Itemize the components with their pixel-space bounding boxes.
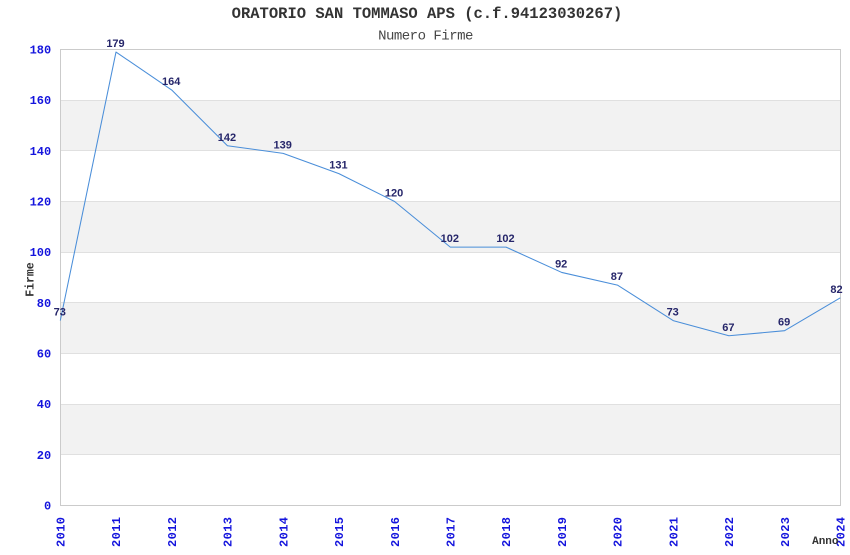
svg-text:Numero Firme: Numero Firme xyxy=(378,29,473,45)
svg-text:2021: 2021 xyxy=(667,517,681,547)
svg-text:164: 164 xyxy=(162,76,181,88)
svg-text:180: 180 xyxy=(30,44,52,58)
svg-text:120: 120 xyxy=(385,188,403,200)
svg-text:2022: 2022 xyxy=(723,517,737,547)
svg-text:67: 67 xyxy=(722,322,734,334)
svg-text:139: 139 xyxy=(274,139,292,151)
svg-text:102: 102 xyxy=(441,233,459,245)
svg-text:69: 69 xyxy=(778,317,790,329)
svg-text:102: 102 xyxy=(496,233,514,245)
svg-text:80: 80 xyxy=(37,297,51,311)
svg-text:Anno: Anno xyxy=(812,536,839,548)
svg-text:131: 131 xyxy=(329,160,347,172)
svg-text:Firme: Firme xyxy=(25,262,38,297)
svg-text:142: 142 xyxy=(218,132,236,144)
svg-text:140: 140 xyxy=(30,145,52,159)
svg-text:2010: 2010 xyxy=(55,517,69,547)
svg-text:2023: 2023 xyxy=(779,517,793,547)
svg-text:92: 92 xyxy=(555,258,567,270)
svg-text:87: 87 xyxy=(611,271,623,283)
svg-text:2017: 2017 xyxy=(445,517,459,547)
svg-text:2019: 2019 xyxy=(556,517,570,547)
svg-text:60: 60 xyxy=(37,348,51,362)
svg-text:20: 20 xyxy=(37,449,51,463)
svg-text:2016: 2016 xyxy=(389,517,403,547)
svg-text:2013: 2013 xyxy=(222,517,236,547)
svg-text:100: 100 xyxy=(30,246,52,260)
svg-text:73: 73 xyxy=(667,307,679,319)
svg-text:2020: 2020 xyxy=(612,517,626,547)
svg-text:82: 82 xyxy=(830,284,842,296)
svg-text:160: 160 xyxy=(30,94,52,108)
svg-text:2018: 2018 xyxy=(500,517,514,547)
svg-text:ORATORIO SAN TOMMASO APS (c.f.: ORATORIO SAN TOMMASO APS (c.f.9412303026… xyxy=(232,5,623,23)
svg-text:2011: 2011 xyxy=(110,517,124,547)
svg-text:2024: 2024 xyxy=(835,517,849,547)
svg-text:2014: 2014 xyxy=(277,517,291,547)
svg-text:73: 73 xyxy=(54,307,66,319)
svg-text:40: 40 xyxy=(37,398,51,412)
svg-text:179: 179 xyxy=(106,38,124,50)
svg-text:2015: 2015 xyxy=(333,517,347,547)
svg-text:2012: 2012 xyxy=(166,517,180,547)
svg-text:120: 120 xyxy=(30,196,52,210)
svg-text:0: 0 xyxy=(44,500,51,514)
